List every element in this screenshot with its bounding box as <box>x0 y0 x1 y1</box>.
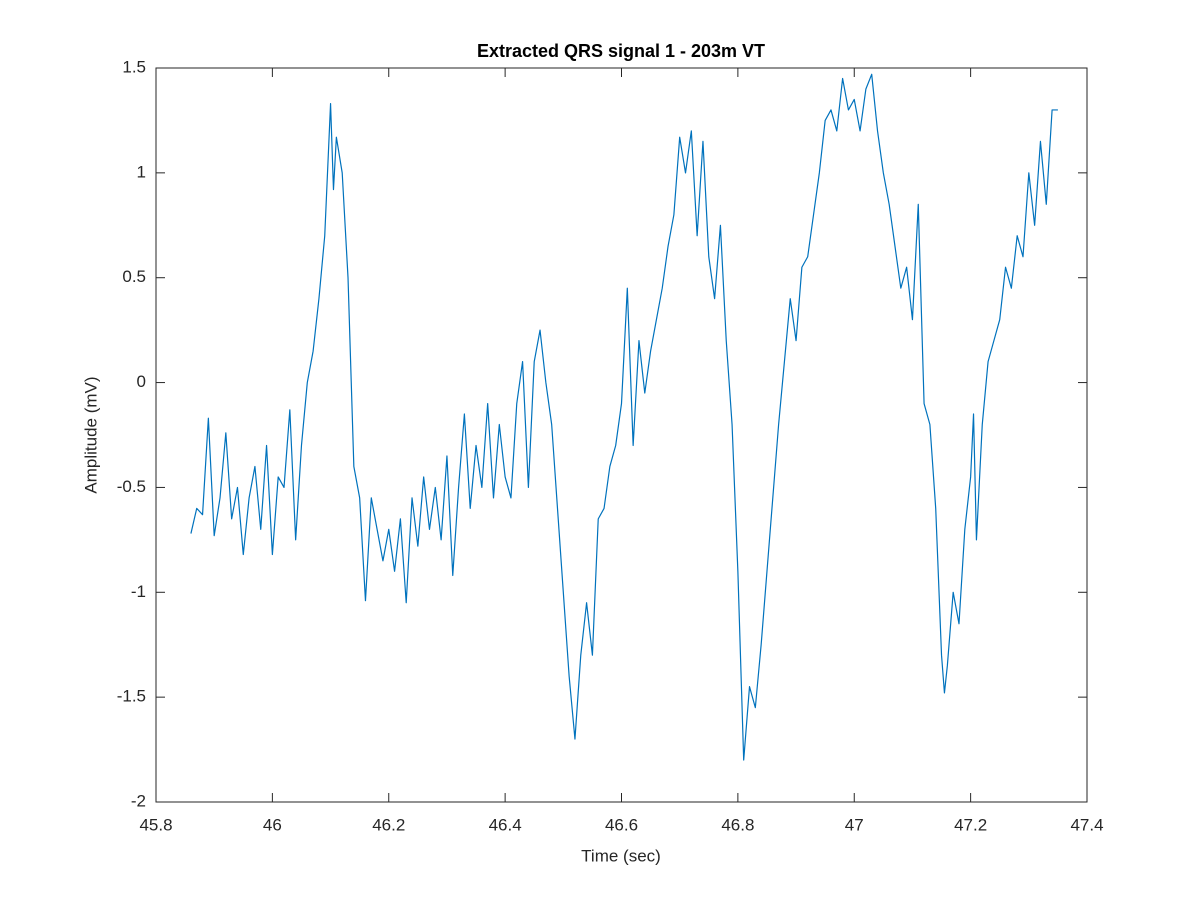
x-tick-label: 46.6 <box>605 815 638 834</box>
signal-line <box>190 73 1058 761</box>
plot-frame <box>155 67 1088 803</box>
y-tick-label: 1.5 <box>122 57 146 76</box>
y-tick-label: 1 <box>137 162 146 181</box>
x-tick-label: 46.2 <box>372 815 405 834</box>
y-axis-label: Amplitude (mV) <box>81 376 100 493</box>
x-tick-label: 46.8 <box>721 815 754 834</box>
x-tick-label: 45.8 <box>139 815 172 834</box>
y-tick-label: 0.5 <box>122 267 146 286</box>
y-tick-label: -1.5 <box>117 687 146 706</box>
chart-title: Extracted QRS signal 1 - 203m VT <box>477 41 765 61</box>
x-tick-label: 46.4 <box>489 815 522 834</box>
y-tick-label: -2 <box>131 791 146 810</box>
x-tick-label: 47.2 <box>954 815 987 834</box>
y-tick-label: 0 <box>137 372 146 391</box>
x-axis-label: Time (sec) <box>581 846 661 865</box>
x-tick-label: 47 <box>845 815 864 834</box>
y-tick-label: -0.5 <box>117 477 146 496</box>
y-tick-label: -1 <box>131 582 146 601</box>
x-tick-label: 47.4 <box>1070 815 1103 834</box>
x-tick-label: 46 <box>263 815 282 834</box>
